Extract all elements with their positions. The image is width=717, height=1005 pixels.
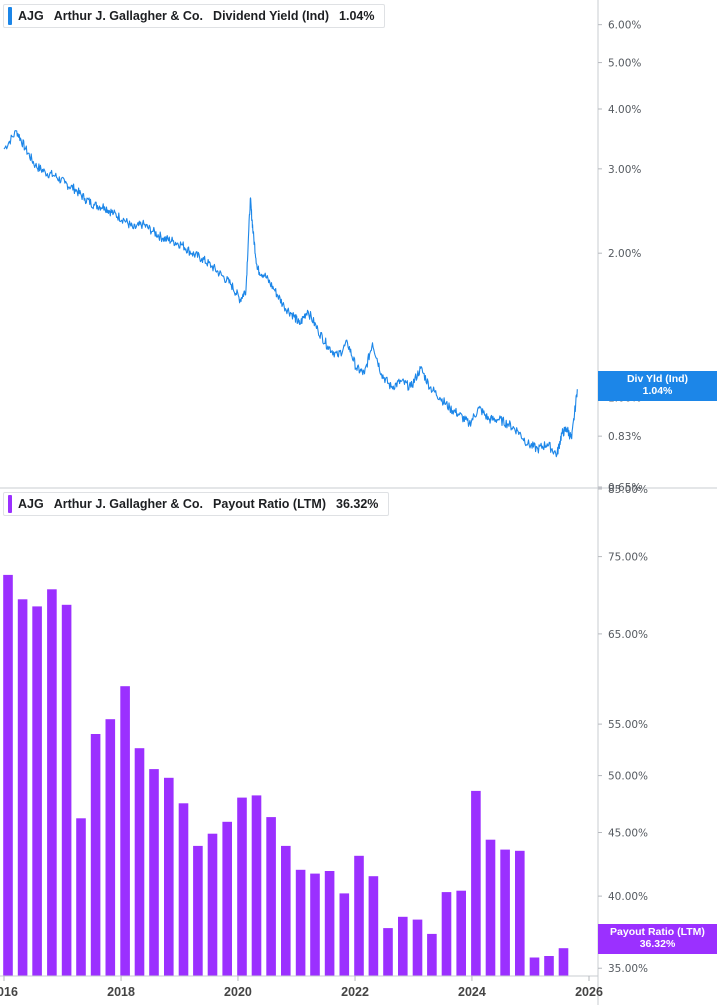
payout-bar: [90, 734, 101, 976]
tag-label: Payout Ratio (LTM): [610, 926, 705, 938]
y-tick-label: 85.00%: [608, 484, 648, 496]
payout-bar: [427, 933, 437, 976]
payout-bar: [339, 893, 350, 976]
payout-bar: [76, 818, 86, 976]
y-tick-label: 6.00%: [608, 20, 641, 32]
legend-company: Arthur J. Gallagher & Co.: [53, 9, 204, 23]
x-tick-label: 2018: [107, 985, 135, 999]
payout-bar: [368, 876, 379, 976]
dividend-yield-plot: [3, 130, 578, 458]
payout-bar: [61, 604, 72, 976]
x-tick-label: 2024: [458, 985, 486, 999]
payout-bar: [383, 928, 393, 976]
tag-label: Div Yld (Ind): [626, 373, 689, 385]
payout-bar: [515, 850, 525, 976]
y-tick-label: 45.00%: [608, 827, 648, 839]
payout-ratio-legend[interactable]: AJG Arthur J. Gallagher & Co. Payout Rat…: [3, 492, 390, 516]
payout-bar: [164, 777, 174, 976]
legend-value: 36.32%: [336, 497, 379, 511]
tag-value: 1.04%: [642, 385, 673, 397]
payout-bar: [105, 719, 116, 976]
tag-value: 36.32%: [639, 938, 676, 950]
payout-bar: [149, 769, 159, 976]
y-tick-label: 75.00%: [608, 552, 648, 564]
legend-company: Arthur J. Gallagher & Co.: [53, 497, 204, 511]
series-color-swatch: [8, 495, 12, 513]
payout-bar: [266, 817, 276, 976]
payout-bar: [354, 855, 364, 976]
payout-bar: [32, 606, 42, 976]
payout-bar: [412, 919, 423, 976]
y-tick-label: 40.00%: [608, 891, 648, 903]
payout-bar: [500, 849, 510, 976]
payout-bar: [441, 892, 452, 976]
y-tick-label: 5.00%: [608, 58, 641, 70]
payout-bar: [324, 871, 335, 976]
payout-bar: [310, 873, 320, 976]
y-tick-label: 0.83%: [608, 431, 641, 443]
payout-bar: [207, 833, 218, 976]
payout-bar: [471, 790, 481, 976]
payout-bar: [3, 574, 13, 976]
y-tick-label: 35.00%: [608, 963, 648, 975]
payout-bar: [134, 748, 145, 976]
legend-ticker: AJG: [18, 9, 44, 23]
payout-bar: [281, 845, 291, 976]
legend-ticker: AJG: [18, 497, 44, 511]
payout-bar: [544, 956, 554, 976]
payout-bar: [295, 869, 306, 976]
x-tick-label: 2020: [224, 985, 252, 999]
payout-bar: [529, 957, 540, 976]
payout-bar: [47, 589, 57, 976]
payout-bar: [120, 686, 130, 976]
y-tick-label: 50.00%: [608, 771, 648, 783]
payout-bar: [456, 890, 466, 976]
legend-metric: Payout Ratio (LTM): [213, 497, 326, 511]
series-color-swatch: [8, 7, 12, 25]
dividend-yield-legend[interactable]: AJG Arthur J. Gallagher & Co. Dividend Y…: [3, 4, 386, 28]
x-tick-label: 2026: [575, 985, 603, 999]
payout-bar: [178, 803, 189, 976]
y-tick-label: 0.65%: [608, 482, 641, 494]
y-tick-label: 55.00%: [608, 719, 648, 731]
legend-value: 1.04%: [339, 9, 375, 23]
payout-bar: [251, 795, 262, 976]
payout-ratio-price-tag: Payout Ratio (LTM) 36.32%: [598, 924, 717, 954]
y-tick-label: 4.00%: [608, 104, 641, 116]
payout-bar: [193, 845, 203, 976]
payout-bar: [485, 839, 496, 976]
y-tick-label: 3.00%: [608, 164, 641, 176]
dividend-yield-line: [3, 130, 578, 458]
payout-ratio-plot: [3, 574, 569, 976]
payout-bar: [398, 916, 408, 976]
payout-bar: [17, 599, 28, 976]
x-tick-label: 2016: [0, 985, 18, 999]
y-tick-label: 2.00%: [608, 248, 641, 260]
payout-bar: [558, 948, 569, 976]
legend-metric: Dividend Yield (Ind): [213, 9, 330, 23]
payout-bar: [222, 821, 232, 976]
dividend-yield-price-tag: Div Yld (Ind) 1.04%: [598, 371, 717, 401]
x-tick-label: 2022: [341, 985, 369, 999]
payout-bar: [237, 797, 247, 976]
y-tick-label: 65.00%: [608, 629, 648, 641]
